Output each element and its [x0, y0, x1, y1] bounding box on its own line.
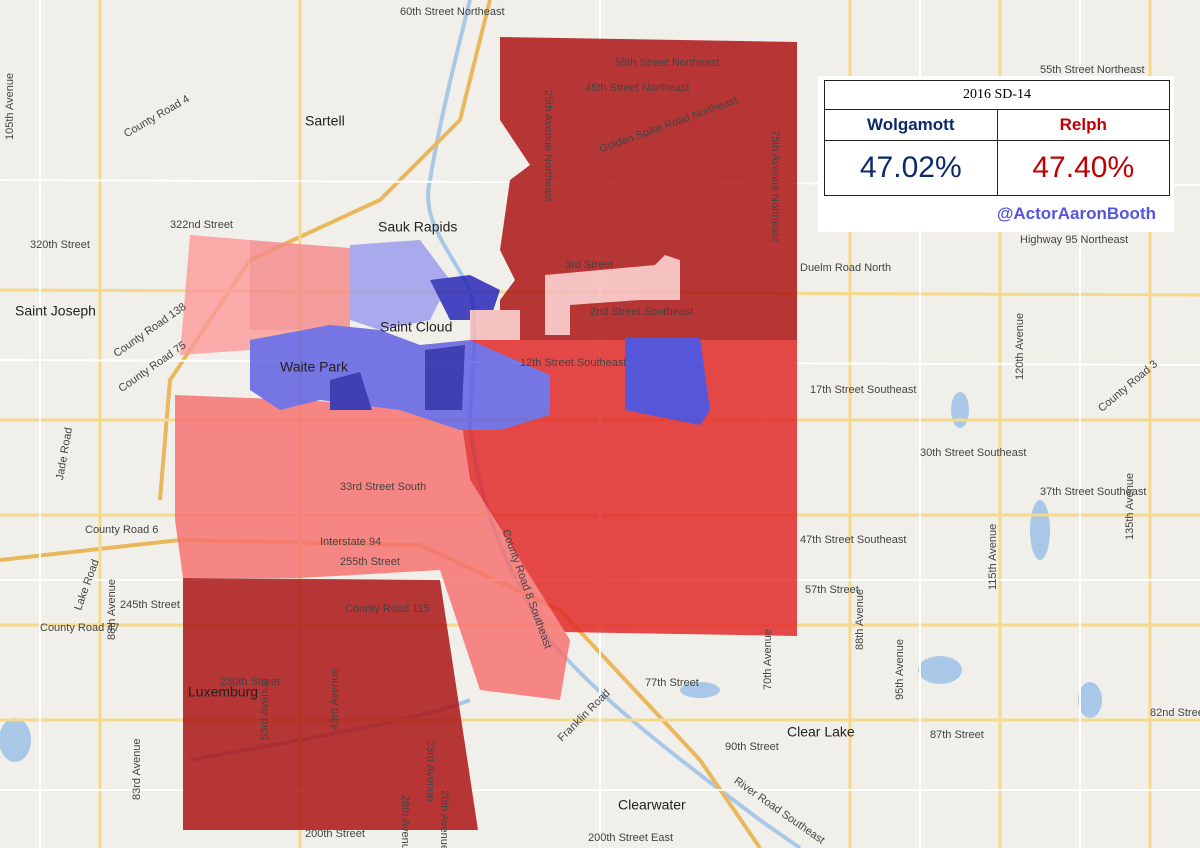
road-label: County Road 4 [122, 93, 192, 140]
road-label: 45th Street Northeast [585, 82, 690, 94]
road-label: Franklin Road [556, 687, 613, 744]
road-label: Highway 95 Northeast [1020, 234, 1128, 246]
road-label: County Road 115 [345, 603, 430, 615]
place-label: Sauk Rapids [378, 219, 457, 235]
road-label: 255th Street [340, 556, 400, 568]
road-label: 17th Street Southeast [810, 384, 916, 396]
road-label: County Road 47 [40, 622, 120, 634]
road-label: 320th Street [30, 239, 90, 251]
road-label: 75th Avenue Northeast [769, 130, 781, 242]
road-label: 25th Avenue Northeast [542, 90, 554, 202]
place-label: Saint Cloud [380, 319, 452, 335]
road-label: 12th Street Southeast [520, 357, 626, 369]
road-label: 120th Avenue [1014, 313, 1026, 380]
road-label: 87th Street [930, 729, 984, 741]
road-label: 23rd Avenue [424, 740, 436, 802]
road-label: 60th Street Northeast [400, 6, 505, 18]
road-label: 37th Street Southeast [1040, 486, 1146, 498]
road-label: 105th Avenue [4, 73, 16, 140]
place-label: Clearwater [618, 797, 686, 813]
road-label: County Road 6 [85, 524, 158, 536]
road-label: 83rd Avenue [131, 738, 143, 800]
legend-title: 2016 SD-14 [824, 80, 1170, 110]
road-label: 88th Avenue [106, 579, 118, 640]
road-label: Lake Road [72, 558, 101, 612]
road-label: 28th Avenue [399, 795, 411, 848]
road-label: 2nd Street Southeast [590, 306, 693, 318]
road-label: 115th Avenue [987, 524, 999, 590]
place-label: Luxemburg [188, 684, 258, 700]
credit: @ActorAaronBooth [996, 204, 1156, 223]
road-label: 3rd Street [565, 259, 613, 271]
road-label: Duelm Road North [800, 262, 891, 274]
road-label: 30th Street Southeast [920, 447, 1026, 459]
vote-share: 47.40% [996, 140, 1170, 196]
precincts [175, 37, 797, 830]
results-table: 2016 SD-14 Wolgamott Relph 47.02% 47.40% [824, 80, 1170, 196]
candidate-name: Wolgamott [824, 109, 998, 141]
place-label: Saint Joseph [15, 303, 96, 319]
place-label: Sartell [305, 113, 345, 129]
road-label: 200th Street [305, 828, 365, 840]
candidate-name: Relph [996, 109, 1170, 141]
road-label: 230th Street [220, 676, 280, 688]
road-label: 33rd Street South [340, 481, 426, 493]
results-legend: 2016 SD-14 Wolgamott Relph 47.02% 47.40%… [818, 76, 1174, 232]
vote-share: 47.02% [824, 140, 998, 196]
road-label: 70th Avenue [762, 629, 774, 690]
road-label: 20th Avenue [438, 790, 450, 848]
road-label: 77th Street [645, 677, 699, 689]
road-label: 43rd Avenue [329, 668, 341, 730]
road-label: 53rd Avenue [259, 678, 271, 740]
road-label: Jade Road [54, 427, 75, 481]
road-label: 90th Street [725, 741, 779, 753]
road-label: 82nd Street [1150, 707, 1200, 719]
place-label: Waite Park [280, 359, 349, 375]
road-label: 47th Street Southeast [800, 534, 906, 546]
road-label: 322nd Street [170, 219, 233, 231]
road-label: 245th Street [120, 599, 180, 611]
road-label: 88th Avenue [854, 589, 866, 650]
road-label: 200th Street East [588, 832, 673, 844]
road-label: Interstate 94 [320, 536, 381, 548]
road-label: 135th Avenue [1124, 473, 1136, 540]
road-label: 55th Street Northeast [615, 57, 720, 69]
place-label: Clear Lake [787, 724, 855, 740]
road-label: 95th Avenue [894, 639, 906, 700]
road-label: 57th Street [805, 584, 859, 596]
road-label: 55th Street Northeast [1040, 64, 1145, 76]
